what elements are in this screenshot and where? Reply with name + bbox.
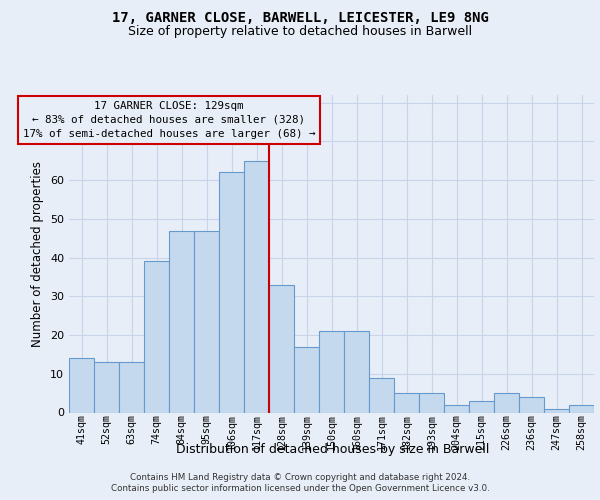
- Text: Size of property relative to detached houses in Barwell: Size of property relative to detached ho…: [128, 25, 472, 38]
- Bar: [144, 262, 169, 412]
- Bar: [494, 393, 519, 412]
- Bar: [544, 408, 569, 412]
- Bar: [69, 358, 94, 412]
- Bar: [519, 397, 544, 412]
- Text: Contains public sector information licensed under the Open Government Licence v3: Contains public sector information licen…: [110, 484, 490, 493]
- Bar: [394, 393, 419, 412]
- Text: Contains HM Land Registry data © Crown copyright and database right 2024.: Contains HM Land Registry data © Crown c…: [130, 472, 470, 482]
- Bar: [244, 161, 269, 412]
- Bar: [219, 172, 244, 412]
- Text: Distribution of detached houses by size in Barwell: Distribution of detached houses by size …: [176, 442, 490, 456]
- Text: 17, GARNER CLOSE, BARWELL, LEICESTER, LE9 8NG: 17, GARNER CLOSE, BARWELL, LEICESTER, LE…: [112, 11, 488, 25]
- Bar: [319, 331, 344, 412]
- Bar: [569, 405, 594, 412]
- Bar: [119, 362, 144, 412]
- Bar: [344, 331, 369, 412]
- Bar: [469, 401, 494, 412]
- Bar: [94, 362, 119, 412]
- Bar: [194, 230, 219, 412]
- Bar: [294, 346, 319, 412]
- Bar: [444, 405, 469, 412]
- Bar: [369, 378, 394, 412]
- Text: 17 GARNER CLOSE: 129sqm
← 83% of detached houses are smaller (328)
17% of semi-d: 17 GARNER CLOSE: 129sqm ← 83% of detache…: [23, 101, 315, 139]
- Bar: [169, 230, 194, 412]
- Y-axis label: Number of detached properties: Number of detached properties: [31, 161, 44, 347]
- Bar: [269, 284, 294, 412]
- Bar: [419, 393, 444, 412]
